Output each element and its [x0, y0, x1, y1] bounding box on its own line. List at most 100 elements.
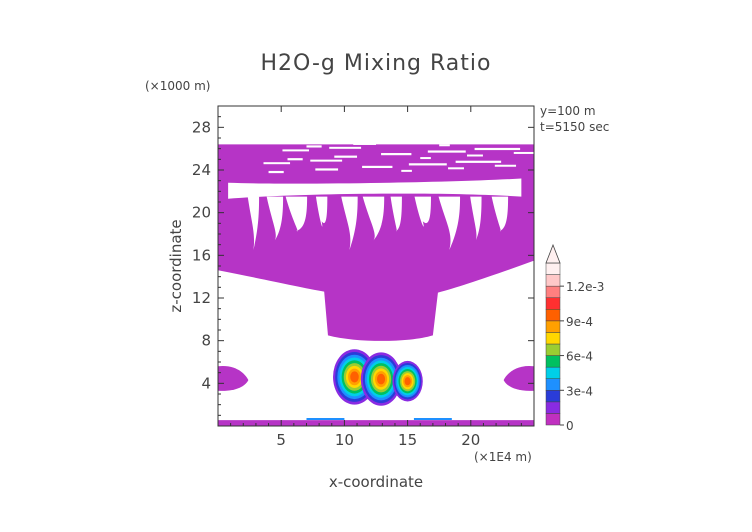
dry-streak	[420, 157, 431, 160]
y-tick-label: 12	[192, 289, 211, 307]
dry-streak	[402, 110, 430, 113]
dry-finger	[315, 196, 328, 227]
y-tick-label: 24	[192, 161, 211, 179]
dry-finger	[362, 196, 385, 241]
x-tick-label: 15	[398, 431, 417, 449]
dry-streak	[273, 126, 295, 129]
dry-streak	[320, 123, 347, 126]
colorbar-label: 1.2e-3	[566, 280, 604, 294]
y-tick-label: 20	[192, 204, 211, 222]
colorbar-segment	[545, 332, 561, 345]
dry-streak	[485, 141, 502, 144]
x-unit-label: (×1E4 m)	[474, 450, 532, 464]
dry-streak	[263, 162, 291, 165]
dry-finger	[414, 196, 431, 227]
x-tick-label: 10	[335, 431, 354, 449]
dry-streak	[315, 168, 339, 171]
dry-streak	[401, 169, 412, 172]
colorbar-segment	[545, 343, 561, 356]
x-tick-label: 20	[461, 431, 480, 449]
dry-band	[228, 178, 522, 199]
dry-streak	[437, 114, 469, 117]
dry-streak	[411, 134, 444, 137]
dry-finger	[390, 196, 402, 232]
x-axis-label: x-coordinate	[329, 473, 423, 491]
dry-streak	[458, 131, 469, 134]
y-axis: 4 8 12 16 20 24 28	[192, 116, 534, 416]
heatmap-field	[218, 106, 534, 426]
dry-streak	[278, 135, 325, 138]
dry-streak	[268, 170, 284, 174]
dry-streak	[448, 167, 464, 170]
colorbar-segment	[545, 401, 561, 414]
y-tick-label: 4	[201, 374, 211, 392]
dry-streak	[477, 118, 488, 121]
dry-streak	[344, 119, 360, 122]
dry-streak	[494, 164, 517, 167]
dry-streak	[496, 106, 507, 108]
dry-streak	[513, 151, 534, 154]
dry-streak	[474, 147, 521, 151]
dry-streak	[297, 122, 344, 125]
colorbar-segment	[545, 274, 561, 287]
dry-streak	[334, 155, 358, 158]
dry-streak	[301, 136, 328, 139]
dry-streak	[372, 129, 395, 133]
dry-streak	[254, 139, 276, 142]
dry-finger	[247, 196, 260, 250]
colorbar-segment	[545, 309, 561, 322]
dry-streak	[381, 153, 412, 156]
colorbar-segment	[545, 413, 561, 426]
dry-streak	[325, 132, 341, 135]
y-axis-label: z-coordinate	[167, 219, 185, 312]
dry-streak	[446, 137, 485, 140]
colorbar-extend-arrow	[545, 243, 561, 264]
dry-finger	[438, 196, 461, 250]
colorbar-label: 3e-4	[566, 384, 593, 398]
dry-streak	[282, 149, 310, 152]
annotation-t: t=5150 sec	[540, 120, 609, 134]
annotation-y: y=100 m	[540, 104, 596, 118]
x-axis: 5 10 15 20	[230, 106, 522, 449]
moisture-contour	[350, 371, 359, 383]
dry-finger	[491, 196, 509, 232]
dry-streak	[363, 106, 379, 110]
moist-layer-right	[503, 365, 534, 391]
dry-finger	[285, 196, 308, 232]
moisture-contour	[377, 373, 386, 385]
colorbar-segment	[545, 285, 561, 298]
colorbar-segment	[545, 366, 561, 379]
dry-streak	[245, 116, 262, 119]
colorbar-segment	[545, 390, 561, 403]
surface-band	[413, 418, 452, 420]
dry-streak	[391, 117, 414, 120]
colorbar-segment	[545, 262, 561, 275]
dry-streak	[455, 160, 502, 163]
colorbar-label: 9e-4	[566, 315, 593, 329]
dry-streak	[287, 158, 303, 161]
y-unit-label: (×1000 m)	[145, 79, 210, 93]
colorbar-segment	[545, 355, 561, 368]
x-tick-label: 5	[276, 431, 286, 449]
y-tick-label: 16	[192, 246, 211, 264]
surface-layer	[218, 420, 534, 426]
colorbar-segment	[545, 320, 561, 333]
dry-finger	[266, 196, 284, 241]
dry-finger	[341, 196, 358, 250]
dry-streak	[269, 112, 308, 115]
surface-band	[306, 418, 345, 420]
y-tick-label: 8	[201, 332, 211, 350]
dry-streak	[362, 165, 393, 169]
colorbar-label: 0	[566, 419, 574, 433]
chart-title: H2O-g Mixing Ratio	[261, 51, 492, 76]
dry-streak	[400, 140, 431, 143]
colorbar: 0 3e-4 6e-4 9e-4 1.2e-3	[545, 243, 604, 433]
dry-streak	[292, 113, 314, 116]
moist-layer-left	[218, 365, 249, 391]
dry-finger	[470, 196, 482, 241]
dry-streak	[427, 150, 466, 153]
moisture-contour	[404, 377, 411, 386]
dry-streak	[418, 127, 450, 130]
colorbar-segment	[545, 297, 561, 310]
